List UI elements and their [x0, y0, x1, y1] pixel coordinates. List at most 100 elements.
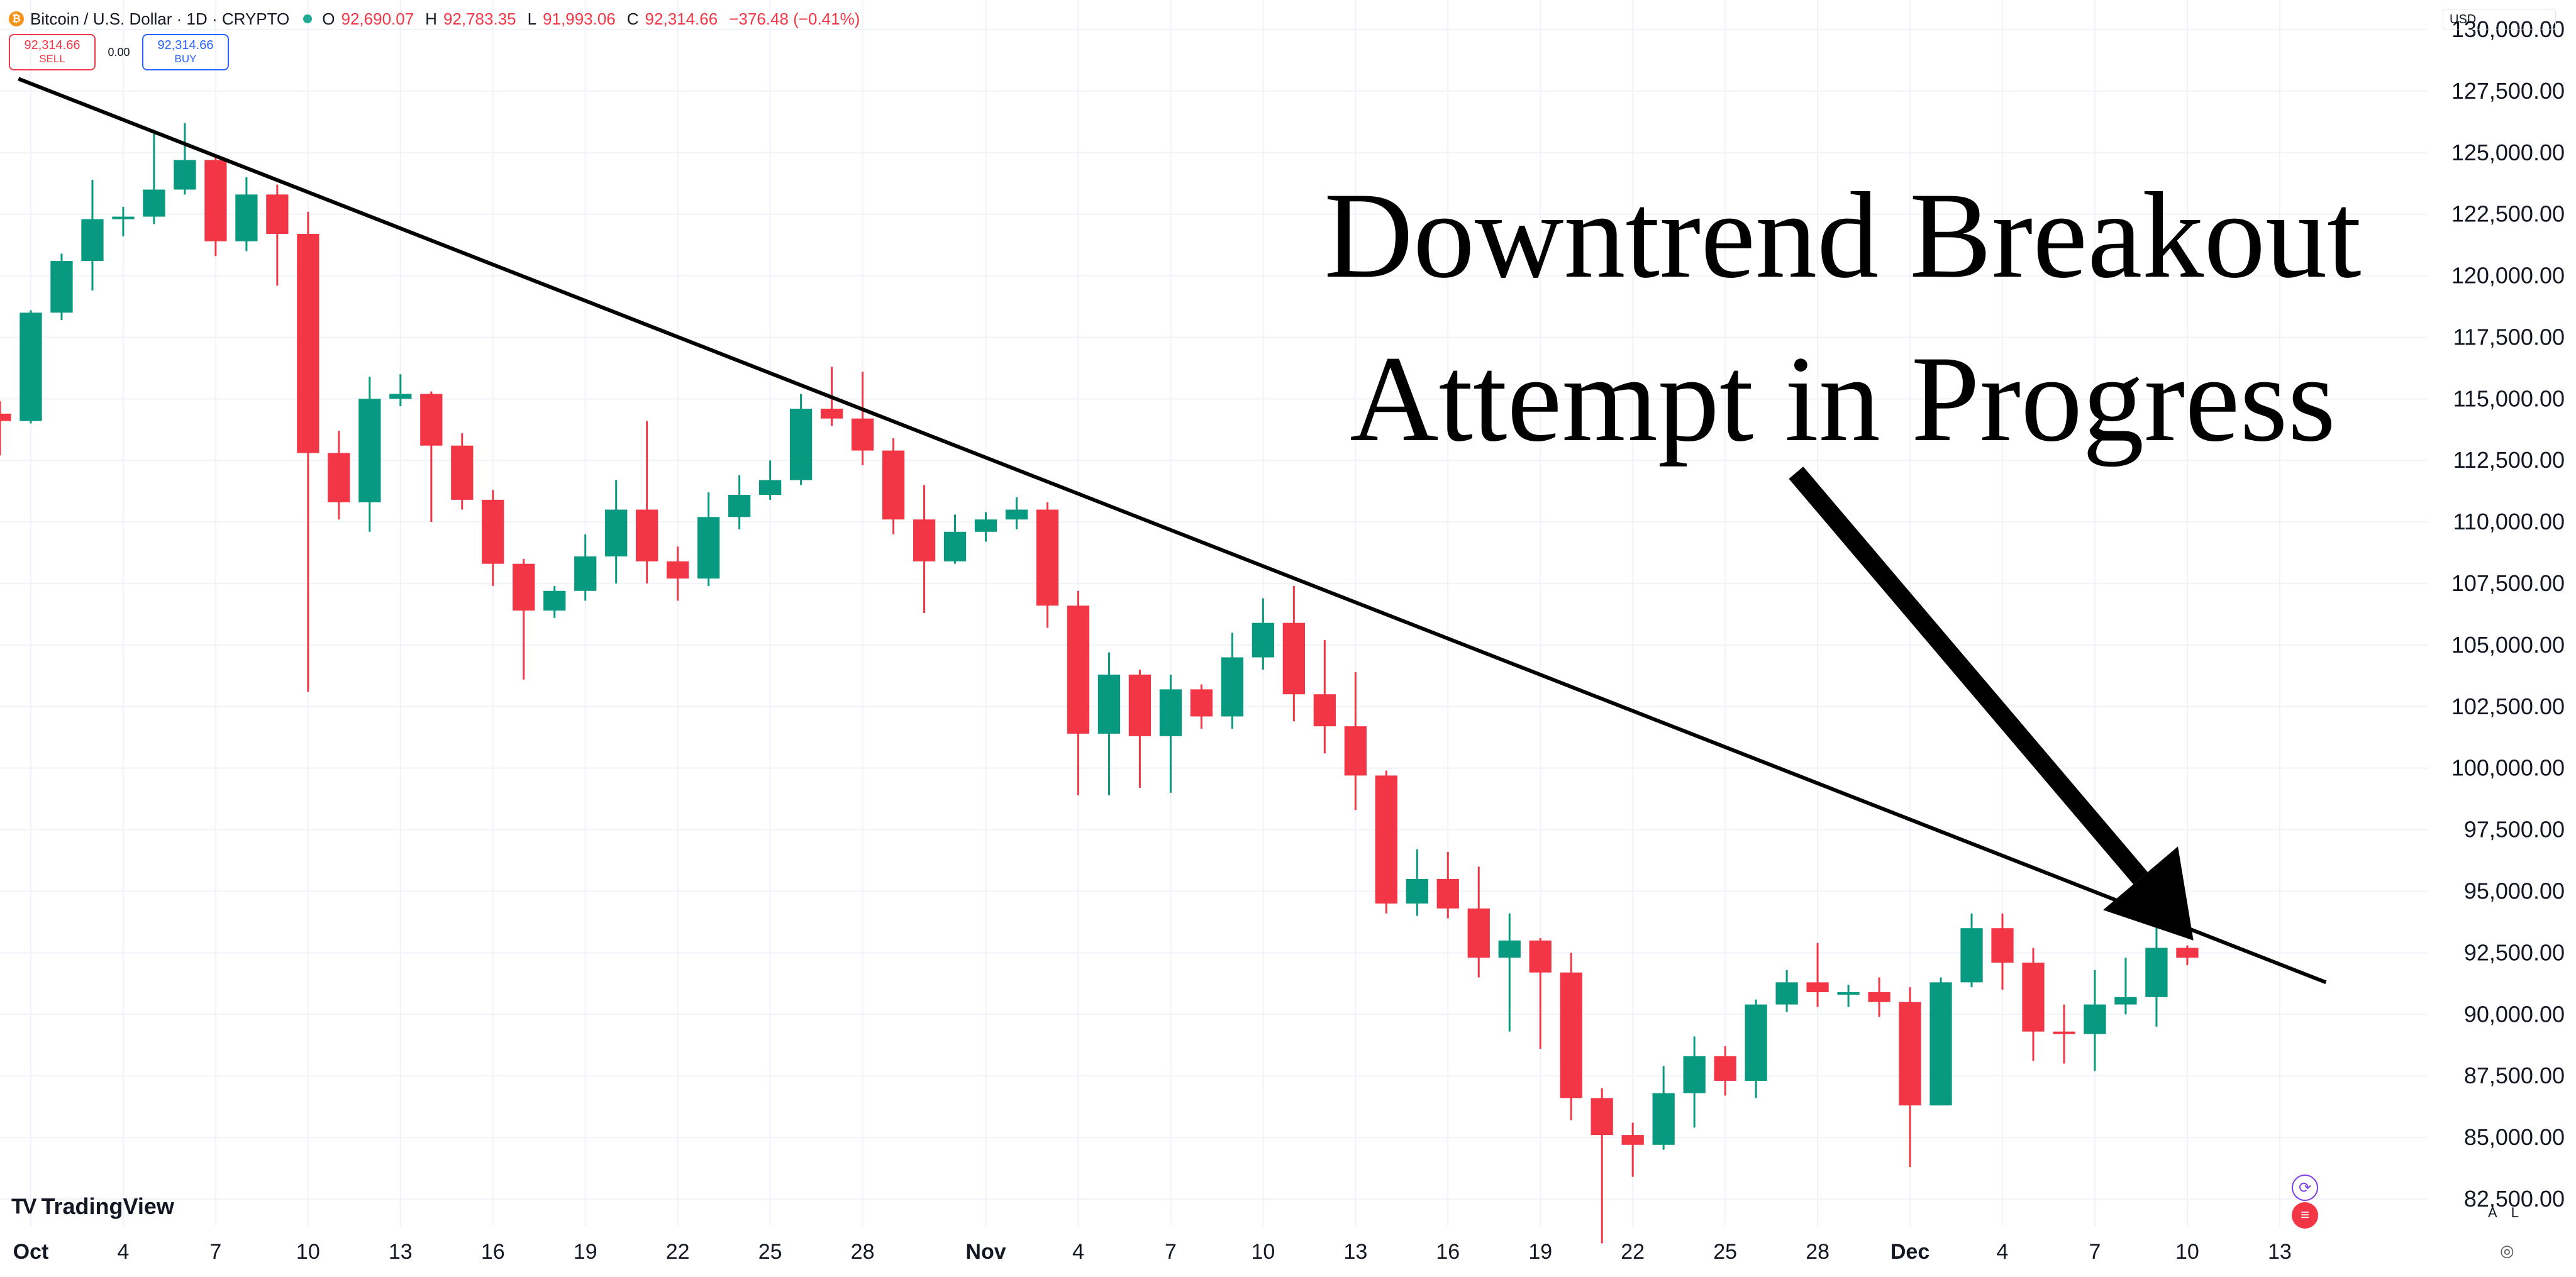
candle-body [482, 499, 504, 564]
y-tick-label: 102,500.00 [2451, 694, 2565, 719]
y-tick-label: 127,500.00 [2451, 78, 2565, 104]
candle-body [974, 519, 997, 532]
candle-body [2145, 948, 2168, 997]
symbol-title[interactable]: Bitcoin / U.S. Dollar · 1D · CRYPTO [30, 9, 290, 28]
low-label: L [527, 9, 537, 28]
candle-body [1837, 992, 1860, 995]
candle-body [1252, 622, 1275, 658]
x-tick-label: 22 [666, 1240, 690, 1264]
candle-body [943, 531, 967, 561]
candle-body [697, 517, 720, 579]
candle-body [1498, 940, 1521, 958]
x-tick-label: 22 [1621, 1240, 1645, 1264]
candle [1714, 1046, 1736, 1096]
candle [943, 514, 967, 564]
candle [574, 534, 597, 601]
candle-body [143, 189, 165, 217]
y-tick-label: 82,500.00 [2464, 1186, 2565, 1212]
y-tick-label: 92,500.00 [2464, 939, 2565, 965]
brand-name: TradingView [41, 1193, 174, 1219]
candle [266, 184, 289, 286]
x-tick-label: 7 [1165, 1240, 1177, 1264]
x-tick-label: 13 [1343, 1240, 1367, 1264]
candle-body [19, 312, 42, 421]
grid-lines [0, 0, 2428, 1226]
candle-body [0, 413, 11, 421]
candle-body [1529, 940, 1552, 973]
candle [2176, 945, 2199, 965]
candle [1899, 987, 1921, 1168]
candle-body [1467, 908, 1490, 958]
sell-button[interactable]: 92,314.66 SELL [9, 34, 96, 70]
downtrend-line[interactable] [18, 77, 2327, 985]
auto-scale-button[interactable]: A [2488, 1205, 2497, 1220]
candle-body [1436, 878, 1459, 909]
candle-body [636, 509, 658, 561]
log-scale-button[interactable]: L [2511, 1205, 2519, 1220]
candle [1436, 851, 1459, 919]
candle [1806, 943, 1829, 1007]
candle-body [728, 495, 751, 517]
candle [1683, 1036, 1706, 1128]
scale-buttons: A L [2488, 1205, 2519, 1221]
currency-selector[interactable]: USD [2443, 9, 2556, 30]
x-tick-label: 28 [851, 1240, 875, 1264]
us-flag-icon[interactable]: ≡ [2292, 1202, 2318, 1229]
candle-body [1313, 694, 1336, 727]
y-tick-label: 120,000.00 [2451, 263, 2565, 289]
candle-body [266, 194, 289, 234]
x-tick-label: 19 [1528, 1240, 1552, 1264]
candle-body [389, 394, 412, 399]
candle-body [451, 445, 474, 500]
candle [851, 372, 874, 466]
tradingview-logo[interactable]: TV TradingView [11, 1193, 174, 1220]
candle-body [543, 590, 566, 611]
candle [1128, 670, 1152, 788]
candle [1159, 674, 1182, 793]
candle-body [1067, 605, 1090, 734]
settings-icon[interactable]: ◎ [2500, 1241, 2514, 1260]
y-tick-label: 130,000.00 [2451, 16, 2565, 42]
candle [1252, 598, 1275, 670]
candle [2114, 958, 2137, 1015]
candle-body [2053, 1031, 2075, 1034]
annotation-line-2: Attempt in Progress [1350, 331, 2336, 467]
candle-body [1128, 674, 1152, 736]
candle-body [667, 561, 689, 579]
x-tick-label: 7 [209, 1240, 221, 1264]
y-tick-label: 87,500.00 [2464, 1063, 2565, 1088]
high-value: 92,783.35 [443, 9, 516, 28]
candle [81, 179, 104, 291]
y-tick-label: 95,000.00 [2464, 878, 2565, 904]
buy-button[interactable]: 92,314.66 BUY [142, 34, 229, 70]
candle-body [1560, 972, 1582, 1098]
candle-body [420, 394, 443, 446]
replay-icon[interactable]: ⟳ [2292, 1175, 2318, 1201]
candle [204, 155, 227, 257]
price-axis[interactable]: 82,500.00 85,000.00 87,500.00 90,000.00 92,5… [2451, 16, 2565, 1212]
candle [19, 310, 42, 424]
candle-body [820, 409, 843, 419]
y-tick-label: 105,000.00 [2451, 632, 2565, 658]
candle [1097, 652, 1121, 795]
y-tick-label: 100,000.00 [2451, 755, 2565, 781]
y-tick-label: 117,500.00 [2453, 324, 2565, 350]
candle-body [2114, 997, 2137, 1005]
candle [1190, 684, 1213, 729]
close-value: 92,314.66 [645, 9, 718, 28]
candle [1005, 497, 1028, 529]
time-axis[interactable]: Oct 4 7 10 13 16 19 22 25 28 Nov 4 7 10 13 16 19 22 25 28 De… [13, 1240, 2292, 1264]
close-label: C [626, 9, 639, 28]
y-tick-label: 85,000.00 [2464, 1124, 2565, 1150]
candle [1591, 1088, 1613, 1244]
candle-body [358, 399, 381, 502]
candle [1221, 633, 1244, 729]
candle-body [112, 216, 135, 219]
x-tick-label: 25 [758, 1240, 782, 1264]
candle-body [1036, 509, 1059, 606]
x-tick-label: Nov [965, 1240, 1006, 1264]
candle [758, 460, 782, 500]
candle-body [1929, 982, 1952, 1106]
